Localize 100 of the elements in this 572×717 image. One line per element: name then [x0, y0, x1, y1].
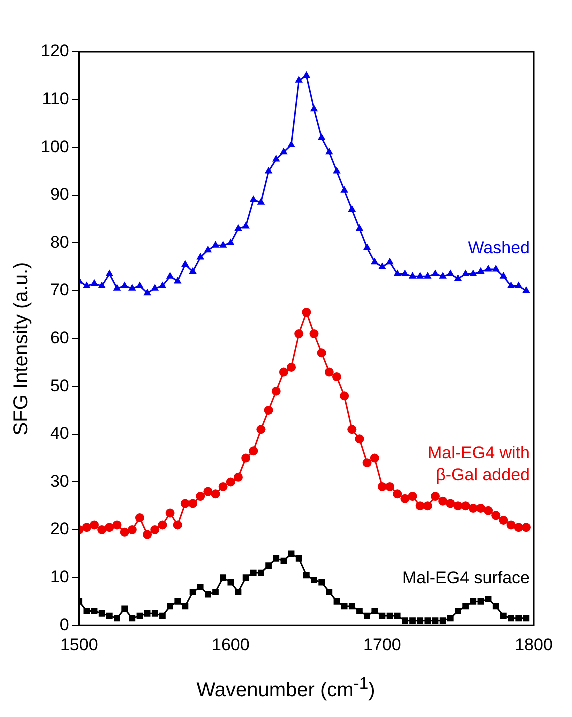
point — [484, 264, 492, 272]
point — [302, 71, 311, 78]
point — [280, 558, 288, 564]
point — [370, 258, 379, 265]
point — [454, 502, 463, 511]
point — [228, 579, 234, 586]
point — [152, 610, 158, 617]
point — [461, 502, 470, 511]
point — [432, 270, 440, 277]
point — [506, 520, 516, 530]
point — [257, 198, 266, 205]
point — [470, 598, 477, 605]
point — [440, 618, 446, 624]
point — [355, 434, 364, 444]
point — [333, 167, 341, 174]
x-tick-label: 1800 — [515, 635, 553, 654]
point — [523, 615, 530, 622]
point — [469, 270, 478, 277]
point — [84, 608, 90, 614]
point — [227, 238, 235, 246]
point — [332, 372, 342, 382]
point — [402, 618, 408, 624]
point — [400, 494, 410, 504]
point — [485, 596, 492, 602]
point — [386, 482, 395, 492]
point — [378, 482, 387, 492]
point — [348, 425, 357, 434]
point — [424, 618, 432, 624]
point — [219, 241, 228, 248]
point — [129, 615, 136, 622]
point — [416, 502, 425, 511]
point — [273, 556, 280, 562]
point — [468, 504, 478, 513]
point — [476, 504, 486, 513]
point — [158, 520, 168, 530]
x-tick-label: 1500 — [60, 635, 98, 654]
point — [304, 572, 310, 579]
point — [196, 492, 206, 502]
point — [423, 502, 432, 511]
point — [310, 330, 319, 339]
point — [143, 530, 152, 540]
point — [158, 282, 167, 288]
point — [204, 246, 212, 253]
point — [432, 618, 439, 624]
point — [500, 612, 507, 620]
point — [455, 608, 462, 614]
point — [136, 282, 144, 288]
point — [150, 526, 160, 534]
point — [128, 526, 137, 534]
point — [226, 478, 236, 487]
point — [279, 368, 288, 377]
point — [408, 272, 417, 279]
point — [182, 260, 190, 267]
point — [310, 104, 318, 112]
series-label: Mal-EG4 with β-Gal added — [428, 444, 530, 485]
point — [356, 224, 364, 232]
point — [447, 615, 454, 622]
point — [394, 612, 401, 620]
y-tick-label: 110 — [42, 89, 70, 108]
point — [372, 608, 378, 614]
point — [417, 618, 424, 624]
x-tick-label: 1600 — [212, 635, 250, 654]
point — [302, 308, 312, 318]
point — [242, 454, 251, 463]
point — [144, 610, 151, 617]
point — [197, 584, 204, 591]
point — [492, 264, 500, 272]
point — [98, 610, 106, 617]
y-tick-label: 100 — [40, 137, 70, 156]
point — [234, 224, 242, 232]
x-axis-title: Wavenumber (cm$^{-1}$) — [196, 674, 376, 703]
y-tick-label: 120 — [40, 42, 70, 61]
point — [272, 155, 280, 162]
point — [190, 588, 196, 596]
point — [296, 556, 302, 562]
point — [334, 598, 340, 605]
point — [174, 598, 182, 605]
point — [211, 490, 220, 499]
y-tick-label: 70 — [50, 280, 70, 300]
point — [120, 282, 129, 288]
point — [166, 272, 174, 279]
y-tick-label: 50 — [50, 376, 70, 396]
point — [508, 615, 514, 622]
point — [348, 603, 356, 610]
point — [91, 608, 98, 614]
point — [160, 612, 166, 620]
point — [264, 167, 273, 174]
point — [114, 615, 120, 622]
y-tick-label: 90 — [50, 185, 70, 204]
point — [272, 386, 281, 396]
point — [106, 612, 113, 620]
point — [288, 140, 296, 148]
point — [280, 148, 288, 155]
y-axis-title: SFG Intensity (a.u.) — [10, 262, 34, 436]
point — [128, 284, 136, 291]
point — [362, 458, 372, 468]
point — [294, 330, 304, 339]
point — [408, 492, 418, 502]
y-tick-label: 60 — [50, 328, 70, 348]
point — [82, 523, 92, 532]
